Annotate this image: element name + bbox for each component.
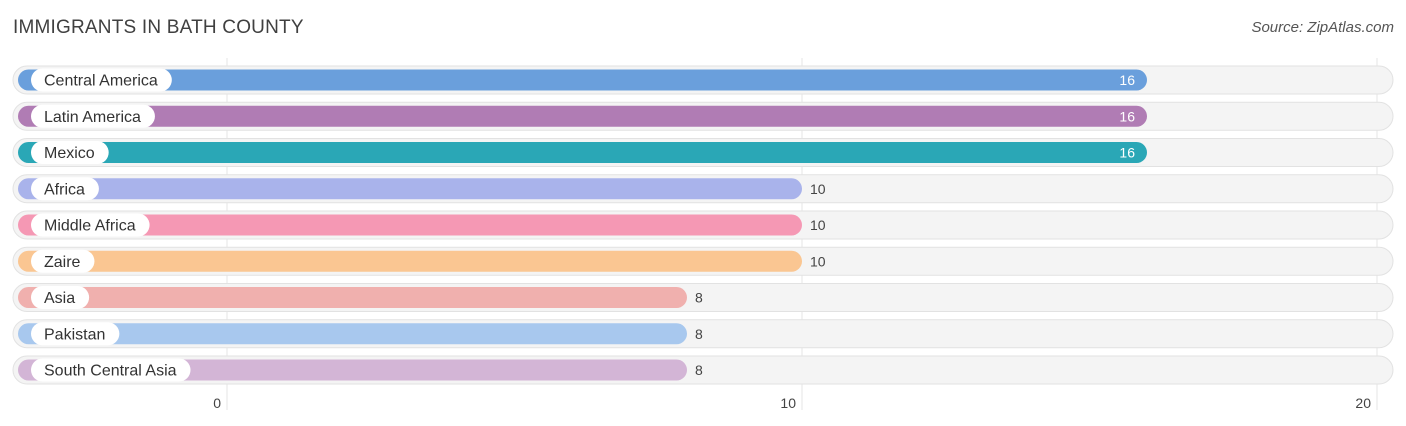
tick-label-0: 0 — [213, 395, 221, 411]
category-label-mexico: Mexico — [44, 145, 95, 162]
value-label-central-america: 16 — [1119, 72, 1135, 88]
chart-title: IMMIGRANTS IN BATH COUNTY — [13, 17, 304, 38]
category-label-pill — [31, 141, 109, 164]
value-label-zaire: 10 — [810, 253, 826, 269]
category-label-middle-africa: Middle Africa — [44, 218, 136, 235]
category-label-pill — [31, 68, 172, 92]
bar-asia — [18, 287, 687, 308]
category-label-pill — [31, 322, 120, 346]
value-label-asia: 8 — [695, 290, 703, 306]
category-label-pill — [31, 286, 90, 309]
source-label: Source: ZipAtlas.com — [1251, 19, 1394, 36]
bar-central-america — [18, 69, 1147, 91]
category-label-asia: Asia — [44, 290, 75, 307]
category-label-pill — [31, 249, 95, 273]
category-label-africa: Africa — [44, 181, 85, 198]
value-label-latin-america: 16 — [1119, 108, 1135, 124]
value-label-pakistan: 8 — [695, 326, 703, 342]
value-label-africa: 10 — [810, 181, 826, 197]
category-label-south-central-asia: South Central Asia — [44, 363, 177, 380]
bar-middle-africa — [18, 214, 802, 236]
category-label-central-america: Central America — [44, 73, 158, 90]
value-label-mexico: 16 — [1119, 145, 1135, 161]
tick-label-10: 10 — [780, 395, 796, 411]
value-label-south-central-asia: 8 — [695, 362, 703, 378]
category-label-pakistan: Pakistan — [44, 326, 105, 343]
tick-label-20: 20 — [1355, 395, 1371, 411]
category-label-pill — [31, 104, 155, 128]
category-label-pill — [31, 358, 191, 382]
bar-latin-america — [18, 105, 1147, 127]
category-label-pill — [31, 177, 99, 201]
bar-zaire — [18, 250, 802, 272]
category-label-zaire: Zaire — [44, 254, 81, 271]
bar-mexico — [18, 142, 1147, 163]
category-label-pill — [31, 213, 150, 237]
bar-africa — [18, 178, 802, 200]
value-label-middle-africa: 10 — [810, 217, 826, 233]
bar-pakistan — [18, 323, 687, 345]
category-label-latin-america: Latin America — [44, 109, 141, 126]
